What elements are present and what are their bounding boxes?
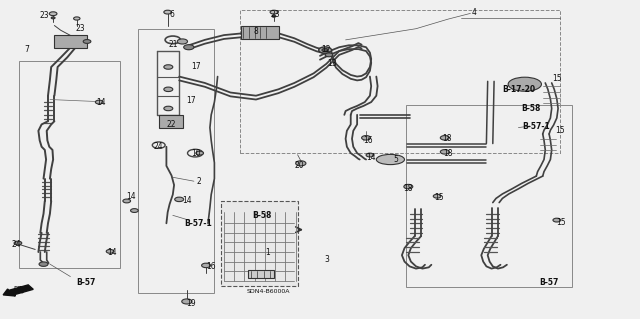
Circle shape	[196, 151, 204, 155]
Circle shape	[366, 153, 374, 157]
Bar	[54, 35, 87, 48]
Text: 19: 19	[186, 299, 196, 308]
Circle shape	[164, 65, 173, 69]
Text: 4: 4	[471, 8, 476, 17]
Circle shape	[184, 45, 194, 50]
Circle shape	[440, 136, 449, 140]
Text: 16: 16	[206, 262, 216, 271]
Text: 17: 17	[191, 63, 202, 71]
Circle shape	[175, 197, 184, 202]
Bar	[19, 61, 120, 268]
Text: 14: 14	[126, 192, 136, 201]
Circle shape	[83, 40, 91, 43]
Circle shape	[177, 39, 188, 44]
Circle shape	[164, 106, 173, 111]
Text: B-57-1: B-57-1	[184, 219, 212, 228]
Circle shape	[106, 249, 114, 253]
Text: B-57: B-57	[540, 278, 559, 287]
Bar	[221, 201, 298, 286]
Text: 23: 23	[75, 24, 85, 33]
Text: 18: 18	[442, 134, 451, 143]
Bar	[240, 10, 560, 153]
Circle shape	[433, 194, 441, 198]
Text: 10: 10	[191, 149, 201, 158]
Circle shape	[164, 87, 173, 92]
Circle shape	[95, 100, 103, 104]
Circle shape	[553, 218, 561, 222]
Circle shape	[131, 209, 138, 212]
Text: 1: 1	[265, 248, 270, 256]
Circle shape	[182, 299, 192, 304]
Bar	[406, 105, 572, 287]
Bar	[241, 26, 279, 39]
Text: 15: 15	[434, 193, 444, 202]
Bar	[138, 29, 214, 293]
Circle shape	[14, 241, 22, 245]
Circle shape	[49, 12, 57, 16]
Text: B-57-1: B-57-1	[522, 122, 550, 130]
Circle shape	[39, 262, 48, 266]
Circle shape	[272, 15, 276, 17]
Text: B-57: B-57	[77, 278, 96, 287]
Text: B-58: B-58	[522, 104, 541, 113]
Text: 6: 6	[169, 10, 174, 19]
Circle shape	[440, 150, 449, 154]
Bar	[248, 271, 274, 278]
Circle shape	[123, 199, 131, 203]
Bar	[159, 115, 183, 128]
Text: 14: 14	[96, 98, 106, 107]
Text: 20: 20	[294, 161, 305, 170]
Text: 14: 14	[182, 197, 192, 205]
Text: 21: 21	[168, 40, 177, 49]
Circle shape	[51, 17, 55, 19]
Text: B-58: B-58	[253, 211, 272, 220]
Circle shape	[202, 263, 211, 268]
Text: 24: 24	[154, 142, 164, 151]
Text: 2: 2	[196, 177, 201, 186]
Text: FR.: FR.	[14, 286, 24, 292]
FancyArrow shape	[3, 285, 33, 296]
Circle shape	[404, 184, 413, 189]
Circle shape	[270, 10, 278, 14]
Text: 24: 24	[11, 240, 21, 249]
Text: 22: 22	[167, 120, 176, 129]
Text: 18: 18	[403, 184, 412, 193]
Circle shape	[164, 10, 172, 14]
Text: 17: 17	[186, 96, 196, 105]
Text: 15: 15	[555, 126, 565, 135]
Text: 23: 23	[40, 11, 50, 20]
Text: 7: 7	[24, 45, 29, 54]
Text: 5: 5	[393, 155, 398, 164]
Text: 15: 15	[556, 218, 566, 227]
Text: 23: 23	[270, 10, 280, 19]
Text: 3: 3	[324, 256, 329, 264]
Circle shape	[319, 47, 332, 53]
Text: 16: 16	[363, 136, 373, 145]
Text: 12: 12	[322, 45, 331, 54]
Ellipse shape	[508, 77, 541, 91]
Circle shape	[362, 136, 371, 140]
Circle shape	[296, 161, 306, 166]
Text: 15: 15	[552, 74, 562, 83]
Text: 13: 13	[326, 59, 337, 68]
Text: 14: 14	[107, 248, 117, 256]
Text: 14: 14	[366, 153, 376, 162]
Circle shape	[325, 53, 333, 57]
Ellipse shape	[376, 154, 404, 165]
Circle shape	[322, 48, 328, 52]
Text: SDN4-B6000A: SDN4-B6000A	[247, 289, 291, 294]
Circle shape	[74, 17, 80, 20]
Text: 8: 8	[253, 27, 259, 36]
Text: 18: 18	[444, 149, 452, 158]
Text: B-17-20: B-17-20	[502, 85, 535, 94]
